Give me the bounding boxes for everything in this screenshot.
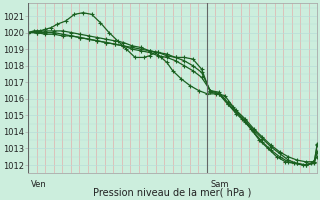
Text: Sam: Sam bbox=[210, 180, 229, 189]
Text: Ven: Ven bbox=[31, 180, 47, 189]
X-axis label: Pression niveau de la mer( hPa ): Pression niveau de la mer( hPa ) bbox=[93, 187, 252, 197]
